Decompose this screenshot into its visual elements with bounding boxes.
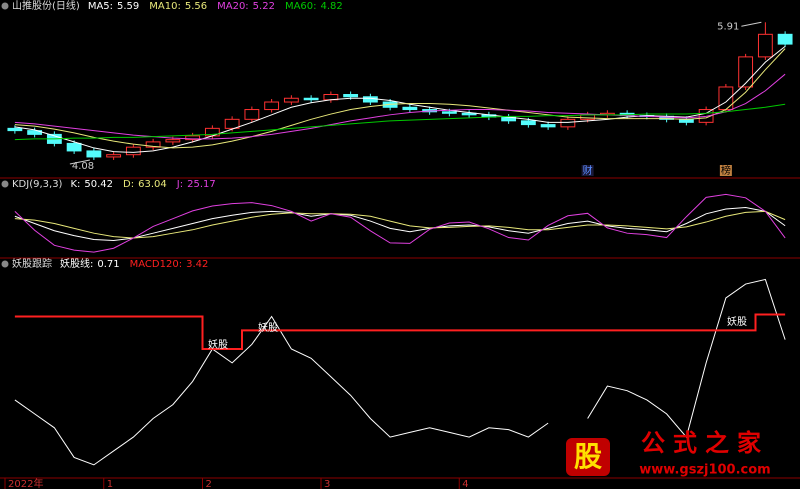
series-line	[14, 278, 786, 466]
legend-name: MACD120:	[130, 259, 182, 270]
annotation: 妖股	[208, 338, 228, 351]
candle-body	[441, 111, 457, 114]
annotation: 妖股	[727, 315, 747, 328]
series-line	[14, 210, 786, 239]
legend-name: MA20:	[217, 1, 249, 12]
x-tick-label: 2022年	[8, 477, 43, 489]
series-line	[14, 48, 786, 149]
candle-body	[738, 56, 754, 88]
x-tick-label: 1	[107, 479, 113, 489]
watermark-icon: 股	[574, 440, 602, 473]
candle-body	[283, 97, 299, 103]
candle-body	[145, 141, 161, 148]
annotation-bg	[719, 165, 732, 176]
candle-body	[303, 97, 319, 101]
legend-value: 63.04	[138, 179, 167, 190]
annotation: 榜	[721, 164, 731, 177]
legend-value: 50.42	[84, 179, 113, 190]
candle-body	[718, 86, 734, 111]
candle-body	[27, 130, 43, 135]
panel-title: KDJ(9,3,3)	[12, 179, 63, 190]
series-line	[14, 207, 786, 241]
candle-body	[540, 124, 556, 128]
candle-body	[7, 127, 23, 132]
candle-body	[125, 146, 141, 156]
legend-value: 5.56	[185, 1, 207, 12]
series-line	[14, 193, 786, 253]
candle-body	[264, 101, 280, 111]
candle-body	[224, 118, 240, 129]
x-tick-label: 2	[206, 479, 212, 489]
x-tick-label: 4	[462, 479, 468, 489]
legend-value: 5.59	[117, 1, 139, 12]
legend-name: 妖股线:	[60, 257, 93, 270]
high-label: 5.91	[717, 21, 739, 32]
candle-body	[165, 139, 181, 143]
candle-body	[86, 150, 102, 158]
candle-body	[362, 96, 378, 103]
legend-name: MA60:	[285, 1, 317, 12]
candle-body	[520, 120, 536, 126]
legend-name: J:	[176, 179, 183, 190]
annotation: 财	[583, 164, 593, 177]
candle-body	[402, 106, 418, 111]
annotation-line	[69, 159, 90, 165]
watermark: 股 公式之家 www.gszj100.com	[566, 429, 771, 478]
legend-name: MA10:	[149, 1, 181, 12]
legend-value: 4.82	[321, 1, 343, 12]
series-line	[14, 103, 786, 141]
series-line	[14, 45, 786, 153]
legend-value: 25.17	[187, 179, 216, 190]
legend-name: D:	[123, 179, 134, 190]
candle-body	[343, 94, 359, 98]
candle-body	[461, 112, 477, 116]
panel-title: 山推股份(日线)	[12, 0, 80, 12]
candle-body	[185, 135, 201, 141]
series-line	[14, 73, 786, 140]
legend-value: 5.22	[253, 1, 275, 12]
header-icon	[1, 2, 9, 10]
legend-value: 3.42	[186, 259, 208, 270]
panel-title: 妖股跟踪	[12, 257, 52, 270]
candle-body	[777, 33, 793, 45]
series-line	[14, 313, 786, 350]
candle-body	[757, 33, 773, 58]
candle-body	[560, 118, 576, 128]
watermark-url: www.gszj100.com	[639, 463, 770, 478]
x-tick-label: 3	[324, 479, 330, 489]
header-icon	[1, 260, 9, 268]
candle-body	[106, 154, 122, 158]
annotation-bg	[581, 165, 594, 176]
legend-name: K:	[70, 179, 80, 190]
watermark-icon-bg	[566, 438, 610, 476]
low-label: 4.08	[72, 161, 94, 172]
legend-value: 0.71	[97, 259, 119, 270]
annotation: 妖股	[258, 321, 278, 334]
candle-body	[66, 142, 82, 152]
watermark-title: 公式之家	[641, 429, 769, 457]
legend-name: MA5:	[88, 1, 113, 12]
annotation-line	[741, 21, 762, 27]
header-icon	[1, 180, 9, 188]
candle-body	[244, 109, 260, 120]
